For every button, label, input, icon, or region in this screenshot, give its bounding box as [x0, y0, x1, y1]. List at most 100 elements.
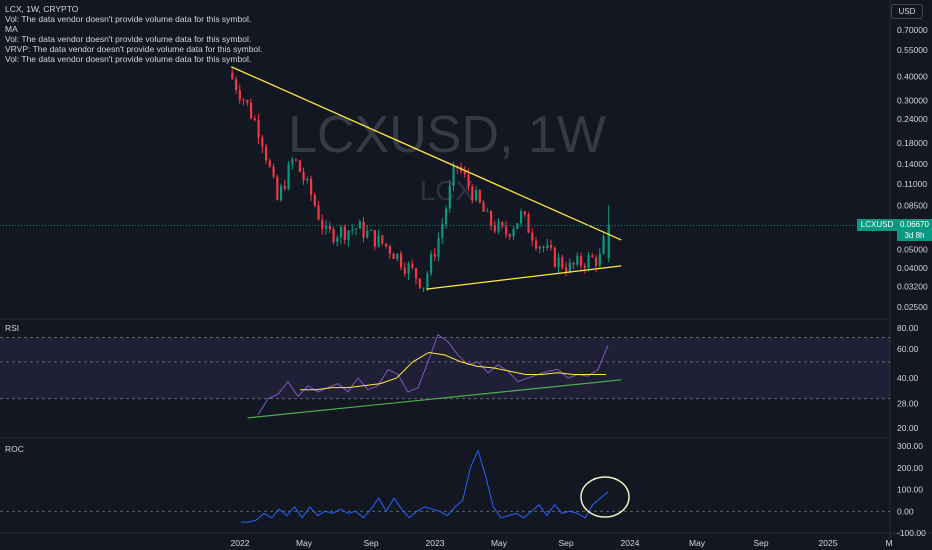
candle-body [546, 244, 549, 249]
rsi-tick-label: 20.00 [897, 423, 919, 433]
price-tag-symbol: LCXUSD [857, 219, 897, 231]
candle-body [572, 262, 575, 265]
candle-body [294, 159, 298, 161]
rsi-tick-label: 60.00 [897, 344, 919, 354]
candle-body [508, 234, 511, 237]
rsi-pane-title[interactable]: RSI [5, 323, 20, 333]
price-tick-label: 0.24000 [897, 114, 928, 124]
candle-body [519, 211, 523, 224]
candle-body [231, 72, 234, 80]
candle-body [358, 221, 361, 229]
candle-body [261, 137, 264, 147]
roc-line [241, 448, 609, 523]
candle-body [317, 205, 320, 220]
time-tick-label: 2023 [426, 538, 445, 548]
price-tag-price: 0.06670 [900, 220, 929, 229]
candle-body [452, 166, 455, 186]
candle-body [403, 267, 406, 274]
time-tick-label: Sep [558, 538, 573, 548]
candle-body [411, 263, 414, 269]
legend-vrvp[interactable]: VRVP: The data vendor doesn't provide vo… [5, 44, 263, 54]
time-tick-label: M [885, 538, 892, 548]
price-tick-label: 0.14000 [897, 159, 928, 169]
candle-body [531, 232, 534, 241]
candle-body [309, 178, 313, 196]
rsi-tick-label: 80.00 [897, 323, 919, 333]
candle-body [369, 230, 373, 232]
roc-tick-label: 0.00 [897, 506, 914, 516]
candle-body [328, 226, 331, 230]
candle-body [429, 253, 433, 274]
roc-pane-title[interactable]: ROC [5, 444, 24, 454]
rsi-tick-label: 28.00 [897, 399, 919, 409]
roc-tick-label: 200.00 [897, 463, 923, 473]
candle-body [414, 268, 418, 279]
candle-body [407, 263, 410, 274]
price-tick-label: 0.08500 [897, 200, 928, 210]
price-tick-label: 0.03200 [897, 281, 928, 291]
currency-button[interactable]: USD [891, 4, 923, 19]
roc-tick-label: 100.00 [897, 485, 923, 495]
candle-body [399, 253, 403, 268]
candle-body [268, 160, 271, 167]
candle-body [448, 185, 451, 209]
symbol-line[interactable]: LCX, 1W, CRYPTO [5, 4, 79, 14]
time-tick-label: Sep [753, 538, 768, 548]
candle-body [482, 202, 485, 212]
candle-body [234, 79, 238, 91]
candle-body [471, 186, 474, 201]
candle-body [426, 273, 429, 288]
candle-body [246, 99, 249, 103]
roc-tick-label: 300.00 [897, 441, 923, 451]
candle-body [607, 225, 610, 259]
candle-body [283, 185, 286, 189]
legend-ma[interactable]: MA [5, 24, 18, 34]
candle-body [474, 190, 478, 201]
candle-body [343, 226, 346, 240]
time-tick-label: 2022 [231, 538, 250, 548]
candle-body [564, 267, 568, 273]
candle-body [306, 178, 309, 181]
rsi-band [0, 337, 890, 399]
candle-body [501, 222, 504, 227]
price-tag-countdown: 3d 8h [904, 231, 925, 240]
candle-body [557, 257, 560, 267]
price-tick-label: 0.18000 [897, 138, 928, 148]
legend-volume-3[interactable]: Vol: The data vendor doesn't provide vol… [5, 54, 252, 64]
legend-volume[interactable]: Vol: The data vendor doesn't provide vol… [5, 14, 252, 24]
candle-body [437, 238, 440, 257]
candle-body [257, 120, 260, 138]
candle-body [523, 211, 526, 215]
time-tick-label: 2025 [819, 538, 838, 548]
candle-body [534, 240, 538, 249]
candle-body [362, 221, 365, 238]
price-tick-label: 0.30000 [897, 95, 928, 105]
price-tick-label: 0.02500 [897, 302, 928, 312]
time-tick-label: May [296, 538, 313, 548]
candle-body [591, 255, 594, 258]
candle-body [238, 90, 241, 100]
candle-body [489, 211, 493, 226]
time-tick-label: 2024 [621, 538, 640, 548]
candle-body [298, 160, 301, 172]
candle-body [272, 166, 275, 177]
candle-body [264, 146, 268, 161]
candle-body [512, 228, 515, 237]
candle-body [553, 247, 556, 267]
legend-volume-2[interactable]: Vol: The data vendor doesn't provide vol… [5, 34, 252, 44]
candle-body [381, 235, 384, 244]
candle-body [463, 171, 466, 175]
chart-legend: LCX, 1W, CRYPTO Vol: The data vendor doe… [5, 4, 262, 64]
candle-body [594, 257, 598, 266]
candle-body [291, 159, 294, 165]
candle-body [418, 278, 421, 288]
candle-body [313, 195, 316, 206]
price-tick-label: 0.05000 [897, 244, 928, 254]
candle-body [598, 253, 601, 266]
candle-body [576, 256, 579, 265]
candle-body [354, 228, 358, 230]
candle-body [324, 226, 328, 229]
candle-body [321, 219, 324, 229]
roc-tick-label: -100.00 [897, 528, 926, 538]
